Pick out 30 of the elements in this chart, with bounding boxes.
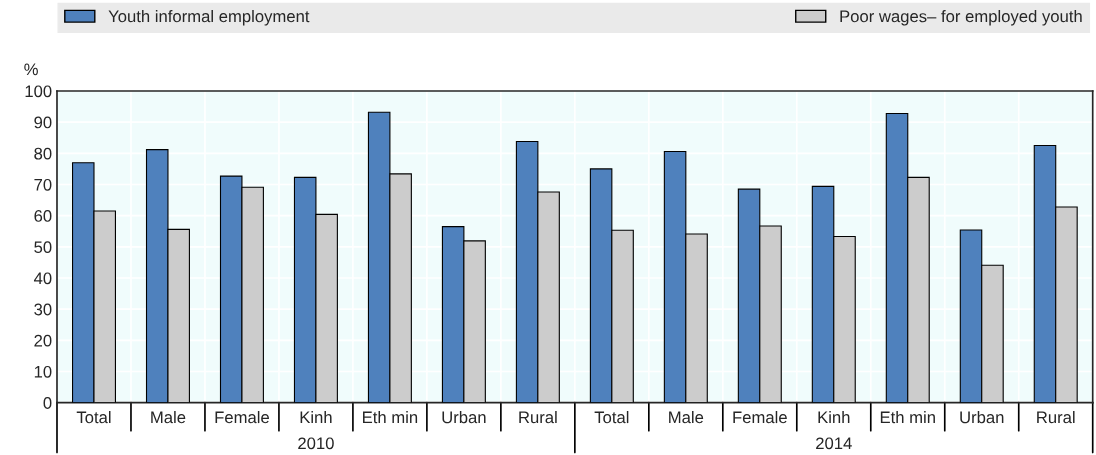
x-tick-label: Rural (1037, 411, 1075, 424)
x-tick-label: Urban (960, 411, 1004, 424)
y-tick-label: 40 (33, 272, 52, 285)
legend-label: Poor wages– for employed youth (840, 10, 1082, 26)
x-tick-label: Urban (442, 411, 486, 424)
x-tick-label: Female (733, 411, 787, 424)
text: 2010 (298, 437, 334, 450)
x-tick-label: Kinh (818, 411, 850, 424)
y-tick-label: 90 (34, 116, 52, 129)
x-tick-label: Male (151, 411, 186, 424)
x-tick-label: Rural (519, 411, 557, 424)
x-tick-label: Eth min (363, 411, 418, 424)
x-tick-label: Kinh (300, 411, 332, 424)
y-axis-title: % (24, 63, 38, 76)
y-tick-label: 100 (25, 85, 52, 98)
x-tick-label: Total (76, 411, 111, 424)
x-tick-label: Male (669, 411, 704, 424)
x-tick-label: Total (594, 411, 629, 424)
y-tick-label: 60 (34, 210, 52, 222)
y-tick-label: 80 (34, 147, 52, 160)
y-tick-label: 70 (34, 178, 52, 191)
x-tick-label: Eth min (880, 411, 935, 424)
y-tick-label: 10 (34, 365, 52, 378)
y-tick-label: 50 (34, 241, 52, 254)
y-tick-label: 20 (34, 334, 52, 347)
text: 2014 (816, 437, 852, 450)
y-tick-label: 30 (34, 303, 52, 316)
y-tick-label: 0 (43, 397, 52, 409)
legend-label: Youth informal employment (108, 10, 310, 26)
x-tick-label: Female (215, 411, 269, 424)
